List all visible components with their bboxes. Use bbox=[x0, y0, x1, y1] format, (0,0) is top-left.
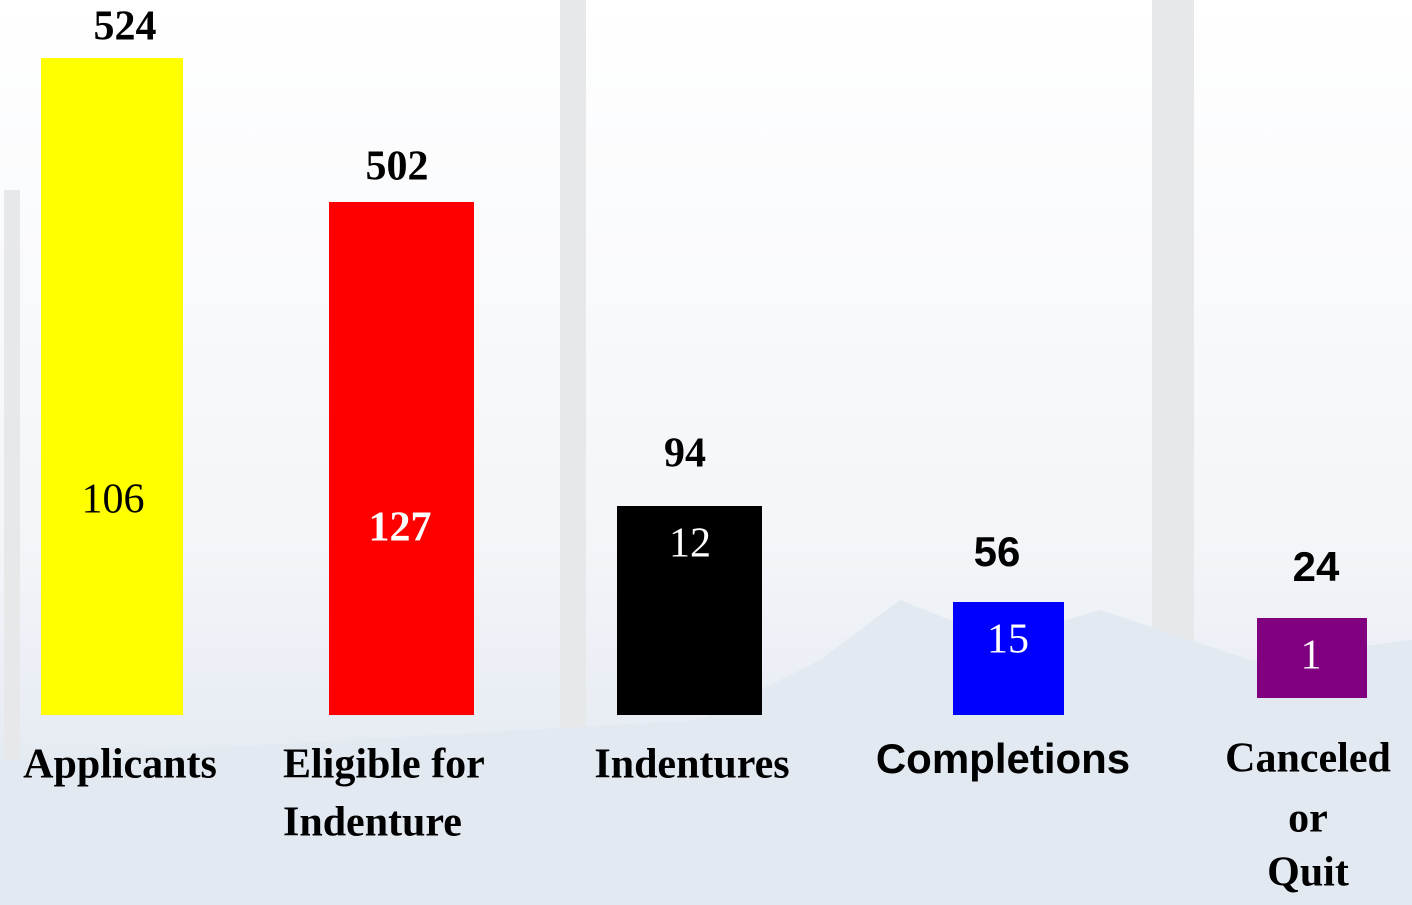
slide: 524 106 Applicants 502 127 Eligible for … bbox=[0, 0, 1412, 905]
total-label: 524 bbox=[94, 4, 157, 50]
category-label: Quit bbox=[1267, 850, 1349, 896]
category-label: Completions bbox=[876, 735, 1130, 782]
inner-label: 15 bbox=[987, 617, 1029, 663]
bar bbox=[41, 58, 183, 715]
category-label: or bbox=[1288, 796, 1328, 842]
category-label: Indentures bbox=[594, 742, 789, 788]
inner-label: 1 bbox=[1301, 633, 1322, 679]
inner-label: 12 bbox=[669, 521, 711, 567]
category-label: Indenture bbox=[283, 800, 462, 846]
inner-label: 106 bbox=[82, 477, 145, 523]
total-label: 502 bbox=[366, 144, 429, 190]
category-label: Canceled bbox=[1225, 736, 1391, 782]
total-label: 24 bbox=[1293, 543, 1340, 590]
bar bbox=[329, 202, 474, 715]
total-label: 94 bbox=[664, 431, 706, 477]
total-label: 56 bbox=[974, 528, 1021, 575]
category-label: Applicants bbox=[23, 742, 217, 788]
category-label: Eligible for bbox=[283, 742, 485, 788]
inner-label: 127 bbox=[369, 505, 432, 551]
